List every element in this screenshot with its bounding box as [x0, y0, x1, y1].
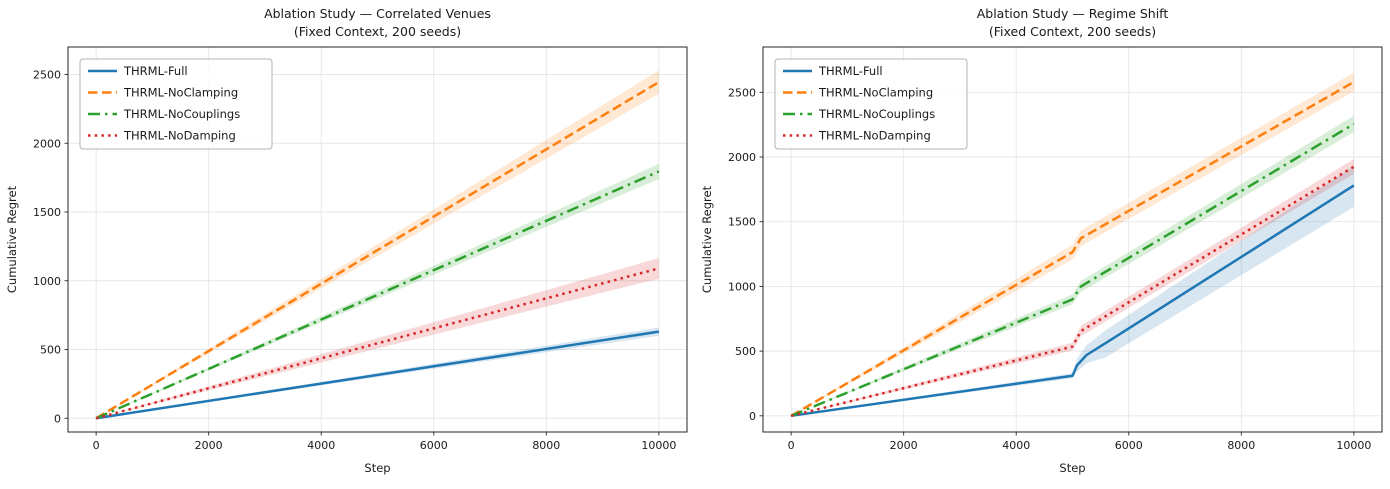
confidence-band-thrml-nodamping [96, 258, 659, 419]
plot-area-right: 0 2000 4000 6000 8000 10000 0 500 1000 1500 2000 25… [700, 46, 1383, 475]
legend-label: THRML-NoDamping [123, 129, 236, 143]
y-tick-label: 1500 [33, 206, 61, 219]
legend-label: THRML-NoClamping [818, 86, 933, 100]
x-axis-label: Step [1059, 461, 1085, 475]
y-tick-label: 500 [735, 345, 756, 358]
x-tick-label: 8000 [1227, 439, 1255, 452]
legend-label: THRML-NoCouplings [818, 107, 935, 121]
y-tick-label: 2500 [33, 69, 61, 82]
y-tick-label: 1000 [33, 275, 61, 288]
chart-title-left: Ablation Study — Correlated Venues (Fixe… [68, 5, 687, 41]
chart-title-line1: Ablation Study — Correlated Venues [264, 6, 491, 21]
x-tick-label: 6000 [420, 439, 448, 452]
x-tick-label: 10000 [1336, 439, 1371, 452]
x-tick-label: 6000 [1115, 439, 1143, 452]
series-line-thrml-full [95, 330, 660, 420]
legend-box [774, 58, 968, 150]
y-tick-label: 2000 [728, 151, 756, 164]
axes-spines [762, 46, 1383, 433]
x-tick-label: 8000 [532, 439, 560, 452]
chart-title-right: Ablation Study — Regime Shift (Fixed Con… [763, 5, 1382, 41]
chart-title-line2: Ablation Study — Regime Shift [976, 6, 1169, 21]
series-line-thrml-full [790, 184, 1355, 418]
series-line-thrml-nocouplings [790, 122, 1355, 417]
series-line-thrml-noclamping [95, 80, 660, 420]
x-axis-label: Step [364, 461, 390, 475]
series-line-thrml-nodamping [790, 165, 1355, 418]
confidence-band-thrml-noclamping [96, 70, 659, 419]
legend-label: THRML-NoDamping [818, 129, 931, 143]
confidence-band-thrml-nocouplings [791, 115, 1354, 416]
confidence-band-thrml-noclamping [791, 72, 1354, 416]
y-tick-label: 0 [749, 410, 756, 423]
y-tick-label: 2000 [33, 137, 61, 150]
confidence-band-thrml-nocouplings [96, 163, 659, 419]
series-line-thrml-nocouplings [95, 170, 660, 420]
chart-panel-correlated-venues: Ablation Study — Correlated Venues (Fixe… [5, 5, 688, 475]
x-tick-label: 10000 [641, 439, 676, 452]
x-tick-label: 2000 [195, 439, 223, 452]
y-tick-label: 1500 [728, 216, 756, 229]
y-tick-label: 2500 [728, 86, 756, 99]
plot-area-left: 0 2000 4000 6000 8000 10000 0 500 1000 1500 2000 25… [5, 46, 688, 475]
confidence-band-thrml-full [791, 166, 1354, 416]
chart-subtitle-line2: (Fixed Context, 200 seeds) [988, 24, 1157, 39]
x-tick-label: 2000 [890, 439, 918, 452]
legend-label: THRML-Full [123, 64, 188, 78]
legend-label: THRML-NoCouplings [123, 107, 240, 121]
y-axis-label: Cumulative Regret [5, 185, 19, 293]
chart-subtitle-line1: (Fixed Context, 200 seeds) [293, 24, 462, 39]
y-tick-label: 0 [54, 412, 61, 425]
chart-panel-regime-shift: Ablation Study — Regime Shift (Fixed Con… [695, 0, 1390, 489]
axes-spines [67, 46, 688, 433]
legend-box [79, 58, 273, 150]
y-tick-label: 500 [40, 344, 61, 357]
y-axis-label: Cumulative Regret [700, 185, 714, 293]
x-tick-label: 4000 [1002, 439, 1030, 452]
x-tick-label: 0 [93, 439, 100, 452]
legend-label: THRML-Full [818, 64, 883, 78]
x-tick-label: 0 [788, 439, 795, 452]
x-tick-label: 4000 [307, 439, 335, 452]
y-tick-label: 1000 [728, 280, 756, 293]
series-line-thrml-noclamping [790, 80, 1355, 417]
legend-label: THRML-NoClamping [123, 86, 238, 100]
